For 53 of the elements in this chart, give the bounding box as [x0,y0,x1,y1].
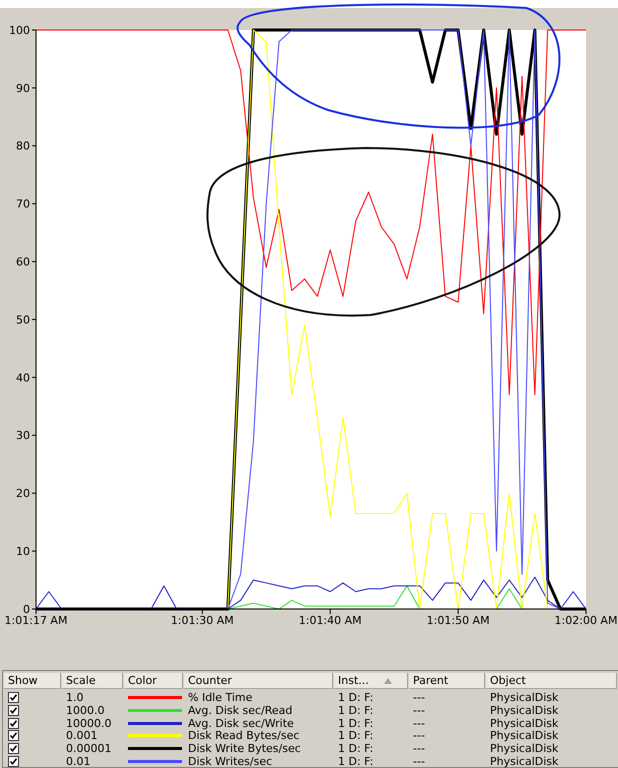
text: 1 D: F: [338,729,374,742]
text: --- [413,742,426,756]
y-tick-label: 10 [16,545,30,558]
text: --- [413,755,426,768]
text: 1 D: F: [338,742,374,756]
legend-label: Avg. Disk sec/Write [188,716,295,730]
text: 0.001 [66,729,98,742]
x-tick-label: 1:01:40 AM [298,614,362,627]
text: 1 D: F: [338,716,374,730]
text: 0.01 [66,755,92,768]
legend-label: % Idle Time [188,691,254,704]
y-tick-label: 100 [9,24,30,37]
text: 1 D: F: [338,691,374,704]
y-tick-label: 0 [23,602,30,616]
text: --- [413,704,426,717]
y-tick-label: 40 [16,371,30,384]
text: --- [413,716,426,730]
y-tick-label: 70 [16,198,30,211]
y-tick-label: 30 [16,429,30,442]
text: 1 D: F: [338,704,374,717]
text: 0.00001 [66,742,112,756]
legend-label: Disk Read Bytes/sec [188,729,300,742]
text: 10000.0 [66,716,112,730]
text: Counter [188,674,232,687]
legend-label: Avg. Disk sec/Read [188,704,294,717]
text: Inst... [338,674,369,687]
legend-label: Disk Writes/sec [188,755,274,768]
x-tick-label: 1:02:00 AM [554,614,618,627]
x-tick-label: 1:01:30 AM [170,614,234,627]
text: --- [413,729,426,742]
text: PhysicalDisk [490,742,560,756]
text: PhysicalDisk [490,716,560,730]
y-tick-label: 20 [16,487,30,500]
text: --- [413,691,426,704]
legend-label: Disk Write Bytes/sec [188,742,302,756]
text: PhysicalDisk [490,691,560,704]
x-tick-label: 1:01:17 AM [4,614,68,627]
text: Scale [66,674,96,687]
y-tick-label: 80 [16,140,30,153]
y-tick-label: 50 [16,313,30,326]
y-tick-label: 60 [16,256,30,269]
text: PhysicalDisk [490,755,560,768]
text: Show [8,674,38,687]
text: PhysicalDisk [490,729,560,742]
text: 1 D: F: [338,755,374,768]
x-tick-label: 1:01:50 AM [426,614,490,627]
text: Parent [413,674,448,687]
text: Object [490,674,526,687]
text: 1000.0 [66,704,106,717]
y-tick-label: 90 [16,82,30,95]
text: 1.0 [66,691,84,704]
text: Color [128,674,157,687]
text: PhysicalDisk [490,704,560,717]
